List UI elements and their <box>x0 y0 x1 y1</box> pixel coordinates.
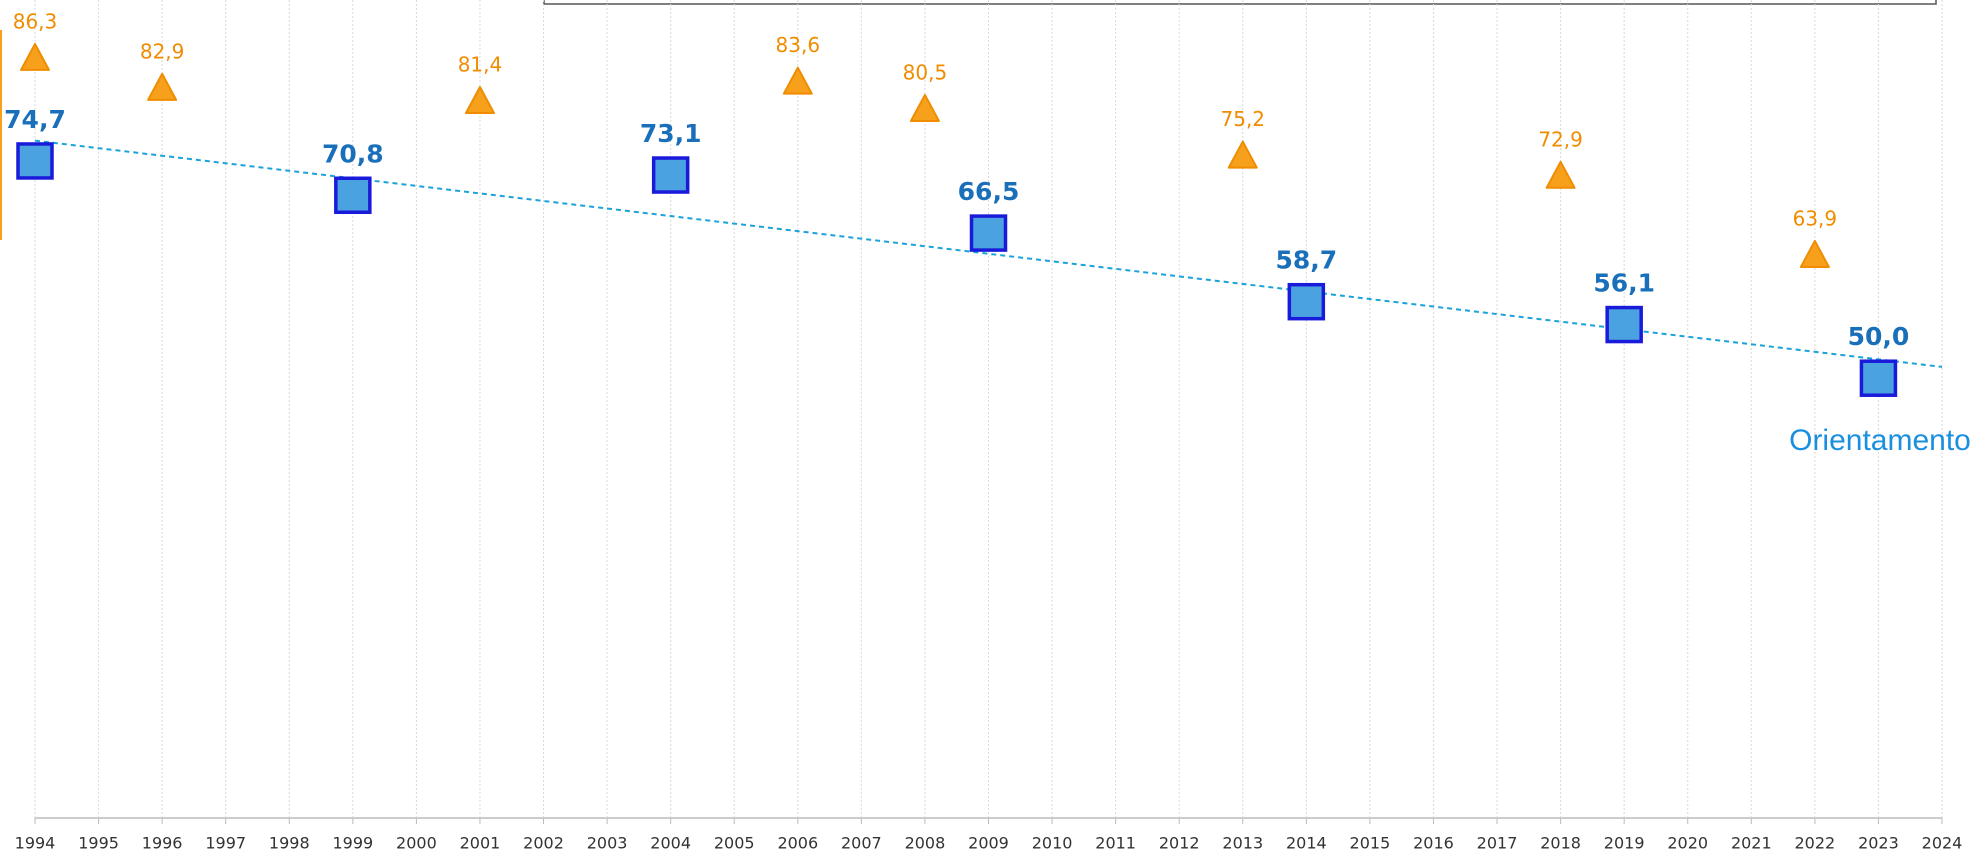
point <box>651 156 690 194</box>
annotation: Orientamento <box>1789 424 1970 457</box>
data-label: 66,5 <box>958 177 1020 206</box>
x-tick-label: 2010 <box>1032 834 1073 853</box>
legend-box <box>543 0 1937 5</box>
data-label: 86,3 <box>13 9 58 33</box>
x-tick-label: 2008 <box>905 834 946 853</box>
data-label: 83,6 <box>776 33 821 57</box>
x-tick-label: 2024 <box>1922 834 1963 853</box>
x-tick-label: 1996 <box>142 834 183 853</box>
data-label: 75,2 <box>1221 107 1266 131</box>
x-tick-label: 2018 <box>1540 834 1581 853</box>
x-tick-label: 2011 <box>1095 834 1136 853</box>
point <box>1799 239 1830 268</box>
x-tick-label: 2005 <box>714 834 755 853</box>
point <box>1859 359 1898 397</box>
x-tick-label: 1999 <box>332 834 373 853</box>
x-tick-label: 1994 <box>15 834 56 853</box>
point <box>20 42 50 71</box>
x-tick-label: 1995 <box>78 834 119 853</box>
point <box>16 142 54 180</box>
point <box>1227 140 1258 169</box>
x-tick-label: 2002 <box>523 834 564 853</box>
x-tick-label: 2016 <box>1413 834 1454 853</box>
data-label: 82,9 <box>140 39 185 63</box>
point <box>334 176 372 215</box>
x-tick-label: 2020 <box>1667 834 1708 853</box>
point <box>909 93 940 122</box>
x-tick-label: 2009 <box>968 834 1009 853</box>
x-tick-label: 2000 <box>396 834 437 853</box>
x-tick-label: 1997 <box>205 834 246 853</box>
x-tick-label: 1998 <box>269 834 310 853</box>
x-tick-label: 2022 <box>1795 834 1836 853</box>
data-label: 80,5 <box>903 60 948 84</box>
x-tick-label: 2007 <box>841 834 882 853</box>
x-tick-label: 2021 <box>1731 834 1772 853</box>
x-tick-label: 2001 <box>460 834 501 853</box>
x-tick-label: 2006 <box>777 834 818 853</box>
x-tick-label: 2014 <box>1286 834 1327 853</box>
point <box>969 214 1008 252</box>
data-label: 70,8 <box>322 139 384 168</box>
data-label: 73,1 <box>640 119 702 148</box>
data-label: 74,7 <box>4 105 66 134</box>
data-label: 58,7 <box>1275 246 1337 275</box>
point <box>1605 305 1643 344</box>
point <box>464 86 495 115</box>
x-tick-label: 2013 <box>1222 834 1263 853</box>
data-label: 50,0 <box>1848 322 1910 351</box>
x-tick-label: 2023 <box>1858 834 1899 853</box>
data-label: 81,4 <box>458 53 503 77</box>
point <box>1287 282 1326 321</box>
point <box>782 66 813 95</box>
point <box>147 72 178 101</box>
data-label: 63,9 <box>1793 206 1838 230</box>
edge-bar <box>0 30 2 240</box>
data-label: 56,1 <box>1593 269 1655 298</box>
x-tick-label: 2012 <box>1159 834 1200 853</box>
x-tick-label: 2003 <box>587 834 628 853</box>
x-tick-label: 2017 <box>1477 834 1518 853</box>
data-label: 72,9 <box>1538 127 1583 151</box>
point <box>1545 160 1576 189</box>
x-tick-label: 2004 <box>650 834 691 853</box>
x-tick-label: 2015 <box>1350 834 1391 853</box>
x-tick-label: 2019 <box>1604 834 1645 853</box>
